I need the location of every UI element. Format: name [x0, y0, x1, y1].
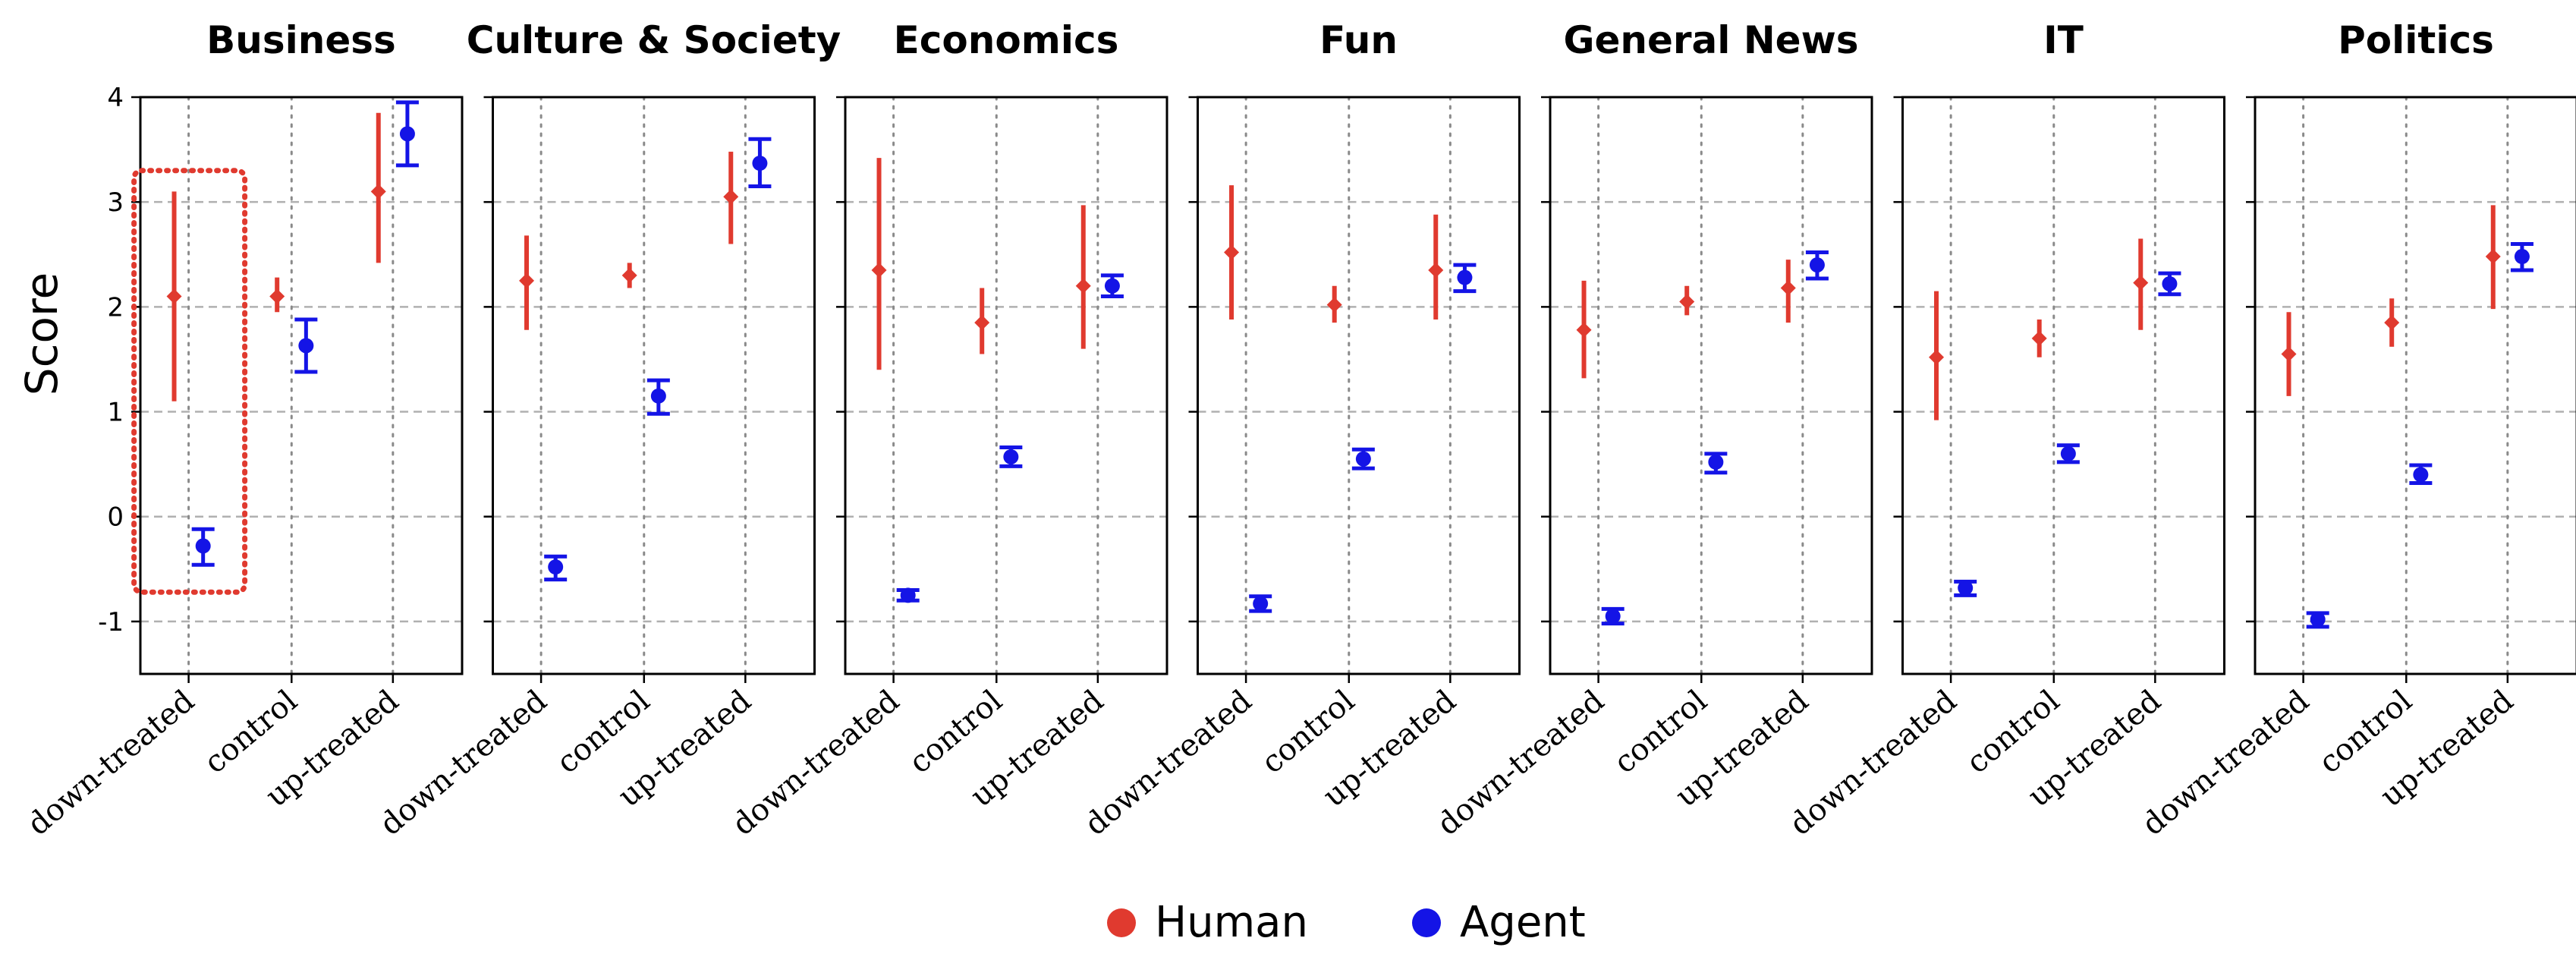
- human-point: [1780, 280, 1796, 296]
- panel-frame: [1901, 96, 2225, 675]
- x-tick-label: down-treated: [21, 683, 201, 842]
- legend-item-agent: Agent: [1412, 898, 1586, 947]
- panel-frame: [492, 96, 816, 675]
- agent-point: [195, 538, 211, 554]
- panel-frame: [1549, 96, 1873, 675]
- human-point: [1326, 297, 1342, 313]
- human-point: [1929, 349, 1945, 365]
- y-tick-label: -1: [98, 607, 124, 637]
- panel-title: Economics: [894, 18, 1119, 62]
- highlight-box: [131, 168, 248, 595]
- agent-point: [1457, 269, 1473, 285]
- legend-label: Human: [1155, 898, 1308, 947]
- legend: Human Agent: [1107, 898, 1586, 947]
- agent-point: [1958, 580, 1974, 596]
- panel-title: Politics: [2338, 18, 2494, 62]
- human-point: [974, 315, 990, 331]
- human-point: [2485, 249, 2501, 265]
- human-point: [2133, 275, 2149, 291]
- agent-point: [2310, 612, 2326, 628]
- legend-marker-human: [1107, 908, 1136, 937]
- legend-label: Agent: [1460, 898, 1586, 947]
- panel-frame: [844, 96, 1168, 675]
- human-point: [1679, 294, 1695, 310]
- human-point: [621, 267, 637, 283]
- agent-point: [1708, 454, 1724, 470]
- human-point: [871, 263, 887, 278]
- y-tick-label: 4: [107, 83, 124, 113]
- human-point: [269, 288, 285, 304]
- human-point: [723, 189, 739, 205]
- human-point: [1576, 322, 1592, 338]
- agent-point: [298, 338, 314, 354]
- y-tick-label: 2: [107, 292, 124, 323]
- agent-point: [548, 559, 564, 575]
- panel-frame: [1197, 96, 1521, 675]
- agent-point: [2060, 445, 2076, 461]
- agent-point: [752, 156, 768, 172]
- y-axis-label: Score: [16, 272, 68, 395]
- legend-item-human: Human: [1107, 898, 1308, 947]
- y-tick-label: 0: [107, 502, 124, 533]
- panel-frame: [139, 96, 464, 675]
- agent-point: [1253, 596, 1269, 612]
- panel-title: Culture & Society: [467, 18, 841, 62]
- human-point: [1428, 263, 1444, 278]
- panel-business: Business-101234down-treatedcontrolup-tre…: [21, 18, 464, 842]
- y-tick-label: 1: [107, 398, 124, 428]
- panel-title: Fun: [1319, 18, 1398, 62]
- panels: Business-101234down-treatedcontrolup-tre…: [21, 18, 2576, 842]
- panel-frame: [2254, 96, 2576, 675]
- agent-point: [2514, 249, 2530, 265]
- human-point: [1224, 244, 1240, 260]
- human-point: [1075, 278, 1091, 294]
- agent-point: [1809, 257, 1825, 273]
- panel-title: General News: [1563, 18, 1858, 62]
- legend-marker-agent: [1412, 908, 1441, 937]
- human-point: [2281, 346, 2297, 362]
- agent-point: [1003, 449, 1019, 464]
- human-point: [166, 288, 182, 304]
- panel-title: Business: [206, 18, 396, 62]
- agent-point: [1605, 609, 1621, 624]
- panel-culture-society: Culture & Societydown-treatedcontrolup-t…: [373, 18, 841, 842]
- agent-point: [2413, 467, 2429, 483]
- agent-point: [650, 388, 666, 404]
- panel-general-news: General Newsdown-treatedcontrolup-treate…: [1431, 18, 1873, 842]
- agent-point: [2162, 275, 2178, 291]
- human-point: [370, 184, 386, 200]
- panel-title: IT: [2043, 18, 2084, 62]
- y-tick-label: 3: [107, 187, 124, 218]
- human-point: [519, 272, 535, 288]
- agent-point: [900, 587, 916, 603]
- agent-point: [1355, 451, 1371, 467]
- human-point: [2384, 315, 2400, 331]
- agent-point: [1104, 278, 1120, 294]
- agent-point: [399, 126, 415, 142]
- human-point: [2031, 330, 2047, 346]
